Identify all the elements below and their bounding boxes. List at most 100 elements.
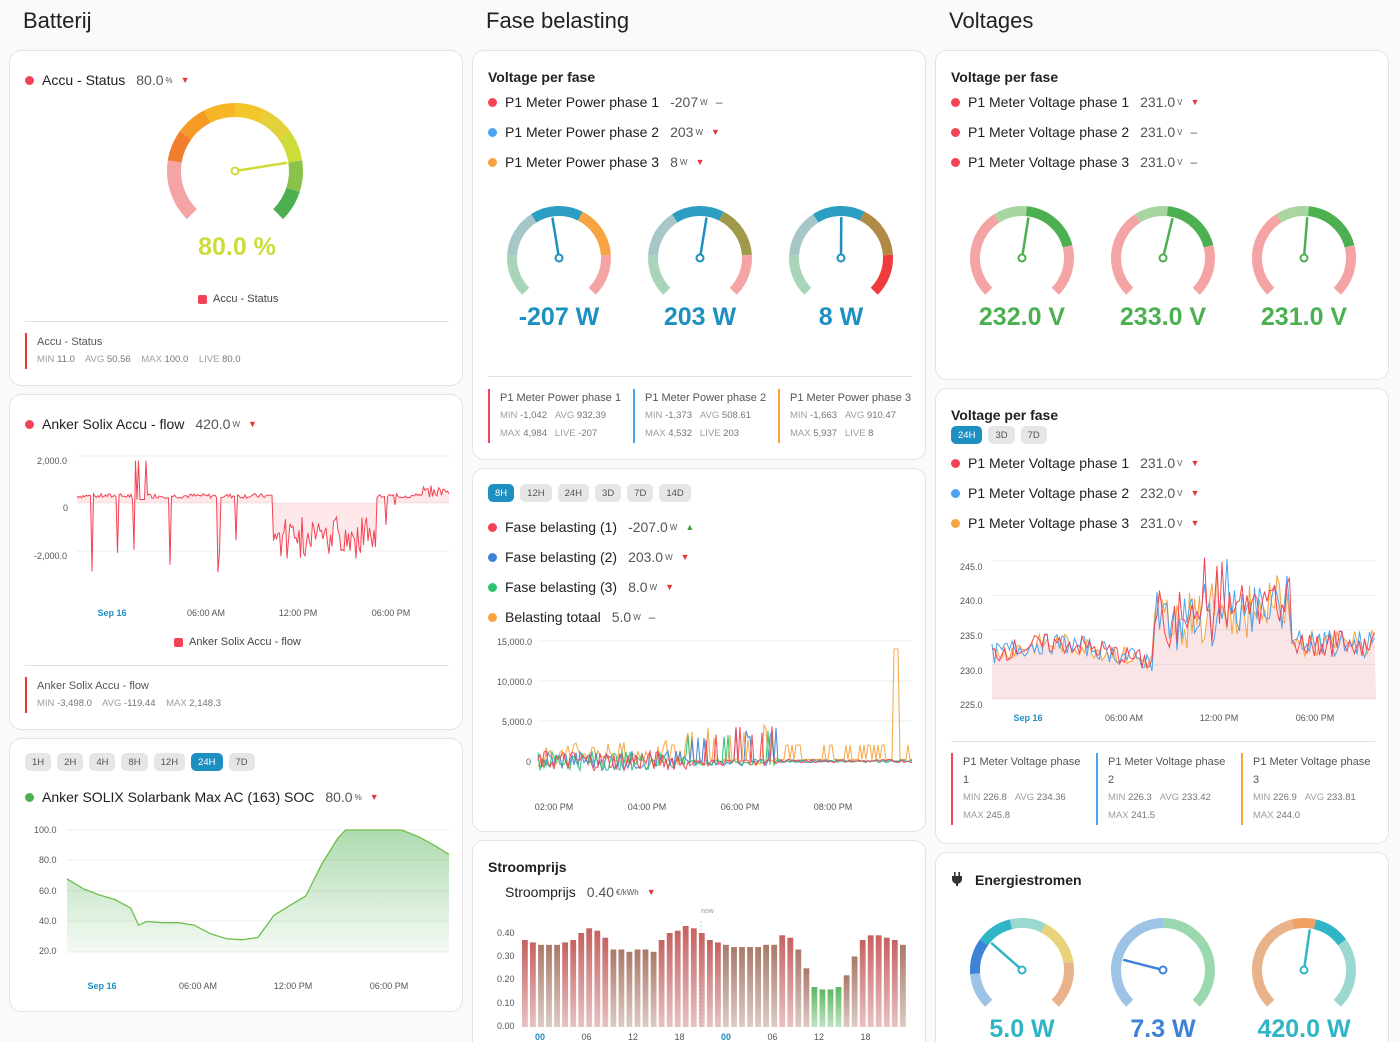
range-pill-24h[interactable]: 24H — [557, 484, 590, 502]
entity-row[interactable]: Fase belasting (3) 8.0 W ▼ — [473, 572, 925, 602]
price-bar[interactable] — [634, 949, 641, 1028]
solarbank-card[interactable]: 1H 2H 4H 8H 12H 24H 7D Anker SOLIX Solarbank M… — [9, 738, 463, 1012]
price-bar[interactable] — [795, 949, 802, 1028]
range-pill-24h[interactable]: 24H — [191, 753, 223, 771]
price-bar[interactable] — [715, 942, 721, 1027]
range-pill-8h[interactable]: 8H — [121, 753, 148, 771]
range-pill-24h[interactable]: 24H — [951, 426, 983, 444]
stroomprijs-card[interactable]: Stroomprijs Stroomprijs 0.40 €/kWh ▼ now… — [472, 840, 926, 1042]
price-bar[interactable] — [827, 989, 834, 1027]
range-pill-12h[interactable]: 12H — [153, 753, 186, 771]
power-phase-card[interactable]: Voltage per fase P1 Meter Power phase 1-… — [472, 50, 926, 460]
voltage-history-card[interactable]: Voltage per fase 24H 3D 7D P1 Meter Voltag… — [935, 388, 1389, 844]
price-bar[interactable] — [867, 935, 874, 1027]
price-bar[interactable] — [570, 940, 577, 1027]
range-pill-2h[interactable]: 2H — [57, 753, 84, 771]
range-pill-7d[interactable]: 7D — [627, 484, 654, 502]
entity-row[interactable]: Belasting totaal 5.0 W – — [473, 602, 925, 632]
entity-row[interactable]: P1 Meter Power phase 3 8 W ▼ — [473, 147, 925, 177]
price-bar[interactable] — [618, 949, 625, 1028]
range-pill-3d[interactable]: 3D — [988, 426, 1015, 444]
price-bar[interactable] — [658, 940, 665, 1027]
energiestromen-card[interactable]: Energiestromen 5.0 W 7.3 W 420.0 W — [935, 852, 1389, 1042]
price-bar[interactable] — [698, 933, 705, 1027]
range-pill-4h[interactable]: 4H — [89, 753, 116, 771]
price-bar[interactable] — [610, 949, 617, 1028]
price-bar[interactable] — [787, 937, 794, 1027]
price-bar[interactable] — [690, 928, 697, 1027]
price-bar[interactable] — [755, 947, 761, 1027]
price-bar[interactable] — [578, 933, 585, 1027]
price-bar[interactable] — [522, 940, 528, 1027]
price-bar[interactable] — [674, 930, 681, 1027]
fase-belasting-card[interactable]: 8H 12H 24H 3D 7D 14D Fase belasting (1) -207.0… — [472, 468, 926, 832]
entity-row[interactable]: P1 Meter Voltage phase 3 231.0 V ▼ — [936, 508, 1388, 538]
price-bar[interactable] — [891, 940, 898, 1027]
entity-row[interactable]: P1 Meter Voltage phase 2 231.0 V – — [936, 117, 1388, 147]
price-bar[interactable] — [666, 933, 673, 1027]
chart-legend[interactable]: Accu - Status — [198, 293, 278, 305]
range-selector[interactable]: 24H 3D 7D — [951, 426, 1047, 444]
entity-row[interactable]: P1 Meter Power phase 2 203 W ▼ — [473, 117, 925, 147]
price-bar[interactable] — [530, 942, 536, 1027]
price-bar[interactable] — [682, 926, 689, 1027]
chart-legend[interactable]: Anker Solix Accu - flow — [174, 636, 301, 648]
price-bar[interactable] — [739, 947, 745, 1027]
entity-row[interactable]: P1 Meter Voltage phase 2 232.0 V ▼ — [936, 478, 1388, 508]
price-bar[interactable] — [859, 940, 866, 1027]
range-pill-14d[interactable]: 14D — [659, 484, 691, 502]
soc-area-chart[interactable] — [66, 829, 450, 975]
price-bar[interactable] — [586, 928, 593, 1027]
stroomprijs-bar-chart[interactable] — [521, 921, 911, 1028]
price-bar[interactable] — [843, 975, 850, 1027]
price-bar[interactable] — [562, 942, 568, 1027]
entity-row[interactable]: Fase belasting (2) 203.0 W ▼ — [473, 542, 925, 572]
price-bar[interactable] — [707, 940, 713, 1027]
price-bar[interactable] — [602, 937, 609, 1027]
voltage-line-chart[interactable] — [991, 557, 1376, 709]
fase-belasting-line-chart[interactable] — [537, 639, 913, 789]
price-bar[interactable] — [900, 944, 906, 1028]
entity-row[interactable]: P1 Meter Power phase 1 -207 W – — [473, 87, 925, 117]
entity-row[interactable]: P1 Meter Voltage phase 1 231.0 V ▼ — [936, 87, 1388, 117]
range-pill-7d[interactable]: 7D — [1020, 426, 1047, 444]
price-bar[interactable] — [554, 944, 560, 1028]
price-bar[interactable] — [594, 930, 601, 1027]
price-bar[interactable] — [538, 944, 544, 1028]
price-bar[interactable] — [763, 944, 769, 1028]
price-bar[interactable] — [883, 937, 890, 1027]
price-bar[interactable] — [650, 951, 657, 1027]
stroomprijs-entity[interactable]: Stroomprijs 0.40 €/kWh ▼ — [473, 879, 925, 905]
price-bar[interactable] — [771, 944, 778, 1028]
anker-flow-line-chart[interactable] — [76, 451, 450, 601]
solarbank-entity[interactable]: Anker SOLIX Solarbank Max AC (163) SOC 8… — [10, 782, 462, 812]
entity-row[interactable]: P1 Meter Voltage phase 1 231.0 V ▼ — [936, 448, 1388, 478]
voltage-phase-card[interactable]: Voltage per fase P1 Meter Voltage phase … — [935, 50, 1389, 380]
range-selector[interactable]: 8H 12H 24H 3D 7D 14D — [488, 484, 691, 502]
price-bar[interactable] — [747, 947, 753, 1027]
anker-flow-card[interactable]: Anker Solix Accu - flow 420.0 W ▼ 2,000.… — [9, 394, 463, 730]
range-pill-12h[interactable]: 12H — [520, 484, 552, 502]
price-bar[interactable] — [779, 935, 786, 1027]
price-bar[interactable] — [875, 935, 882, 1027]
anker-flow-entity[interactable]: Anker Solix Accu - flow 420.0 W ▼ — [10, 409, 462, 439]
price-bar[interactable] — [626, 951, 633, 1027]
range-pill-7d[interactable]: 7D — [228, 753, 255, 771]
price-bar[interactable] — [642, 949, 649, 1028]
entity-row[interactable]: Fase belasting (1) -207.0 W ▲ — [473, 512, 925, 542]
price-bar[interactable] — [851, 956, 858, 1028]
price-bar[interactable] — [819, 989, 826, 1027]
price-bar[interactable] — [723, 944, 729, 1028]
range-pill-1h[interactable]: 1H — [25, 753, 52, 771]
range-pill-8h[interactable]: 8H — [488, 484, 515, 502]
price-bar[interactable] — [835, 987, 842, 1027]
price-bar[interactable] — [731, 947, 737, 1027]
range-pill-3d[interactable]: 3D — [595, 484, 622, 502]
entity-row[interactable]: P1 Meter Voltage phase 3 231.0 V – — [936, 147, 1388, 177]
accu-status-entity[interactable]: Accu - Status 80.0 % ▼ — [10, 65, 462, 95]
accu-status-card[interactable]: Accu - Status 80.0 % ▼ 80.0 % Accu - Sta… — [9, 50, 463, 386]
price-bar[interactable] — [546, 944, 552, 1028]
price-bar[interactable] — [803, 968, 810, 1028]
range-selector[interactable]: 1H 2H 4H 8H 12H 24H 7D — [25, 753, 255, 771]
price-bar[interactable] — [811, 987, 818, 1027]
